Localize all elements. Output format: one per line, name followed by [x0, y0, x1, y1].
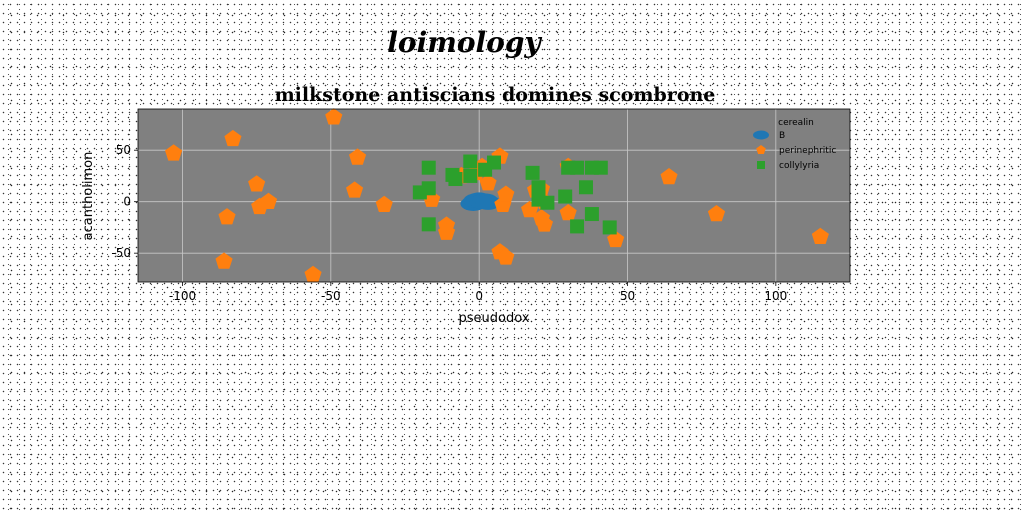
point-collylyria — [421, 217, 436, 232]
legend-marker-b — [753, 130, 769, 140]
x-tick-label: 100 — [764, 289, 787, 303]
legend-label-b: B — [779, 131, 785, 141]
point-collylyria — [531, 180, 546, 195]
point-perinephritic — [215, 252, 233, 269]
x-tick-label: -100 — [169, 289, 196, 303]
point-perinephritic — [497, 185, 515, 202]
point-collylyria — [487, 155, 501, 170]
y-axis-label: acantholimon — [81, 152, 96, 241]
point-perinephritic — [535, 215, 553, 232]
legend-label-perinephritic: perinephritic — [779, 146, 836, 156]
point-perinephritic — [497, 248, 515, 265]
x-axis-ticks: -100 -50 0 50 100 — [169, 282, 787, 303]
point-perinephritic — [325, 108, 343, 125]
point-perinephritic — [224, 129, 242, 147]
point-perinephritic — [346, 181, 364, 198]
point-collylyria — [584, 207, 599, 222]
point-collylyria — [445, 167, 460, 182]
x-tick-label: -50 — [321, 289, 341, 303]
point-perinephritic — [304, 265, 322, 283]
point-collylyria — [463, 168, 478, 183]
point-perinephritic — [607, 230, 625, 248]
logo-text: loimology — [387, 26, 542, 59]
point-perinephritic — [479, 174, 497, 191]
x-tick-label: 50 — [620, 289, 635, 303]
legend-marker-collylyria — [757, 161, 765, 169]
point-perinephritic — [165, 144, 183, 161]
point-collylyria — [540, 195, 555, 210]
point-perinephritic — [375, 195, 393, 212]
point-collylyria — [463, 154, 478, 169]
point-collylyria — [570, 160, 585, 175]
y-tick-label: 50 — [116, 143, 131, 157]
y-tick-label: 0 — [123, 195, 131, 209]
legend-title: cerealin — [778, 118, 814, 128]
point-perinephritic — [660, 168, 678, 185]
point-perinephritic — [559, 204, 577, 221]
point-perinephritic — [438, 223, 456, 240]
point-perinephritic — [707, 205, 726, 222]
point-collylyria — [412, 185, 427, 200]
x-tick-label: 0 — [475, 289, 483, 303]
point-collylyria — [421, 160, 436, 175]
point-collylyria — [525, 165, 540, 180]
point-collylyria — [602, 220, 617, 235]
point-b — [475, 195, 501, 210]
point-perinephritic — [349, 148, 367, 165]
legend-marker-perinephritic — [756, 145, 766, 154]
point-perinephritic — [248, 175, 266, 192]
point-collylyria — [578, 180, 593, 195]
chart-title: milkstone antiscians domines scombrone — [275, 84, 716, 106]
legend-label-collylyria: collylyria — [779, 161, 819, 171]
plot-frame — [137, 108, 851, 283]
point-perinephritic — [218, 208, 236, 225]
point-perinephritic — [260, 192, 278, 209]
point-collylyria — [558, 189, 573, 204]
y-tick-label: -50 — [111, 246, 131, 260]
x-axis-label: pseudodox — [459, 311, 530, 326]
point-collylyria — [593, 160, 608, 175]
point-collylyria — [570, 219, 585, 234]
data-points — [165, 108, 829, 283]
y-axis-ticks: -50 0 50 — [111, 143, 138, 260]
point-perinephritic — [811, 227, 829, 244]
